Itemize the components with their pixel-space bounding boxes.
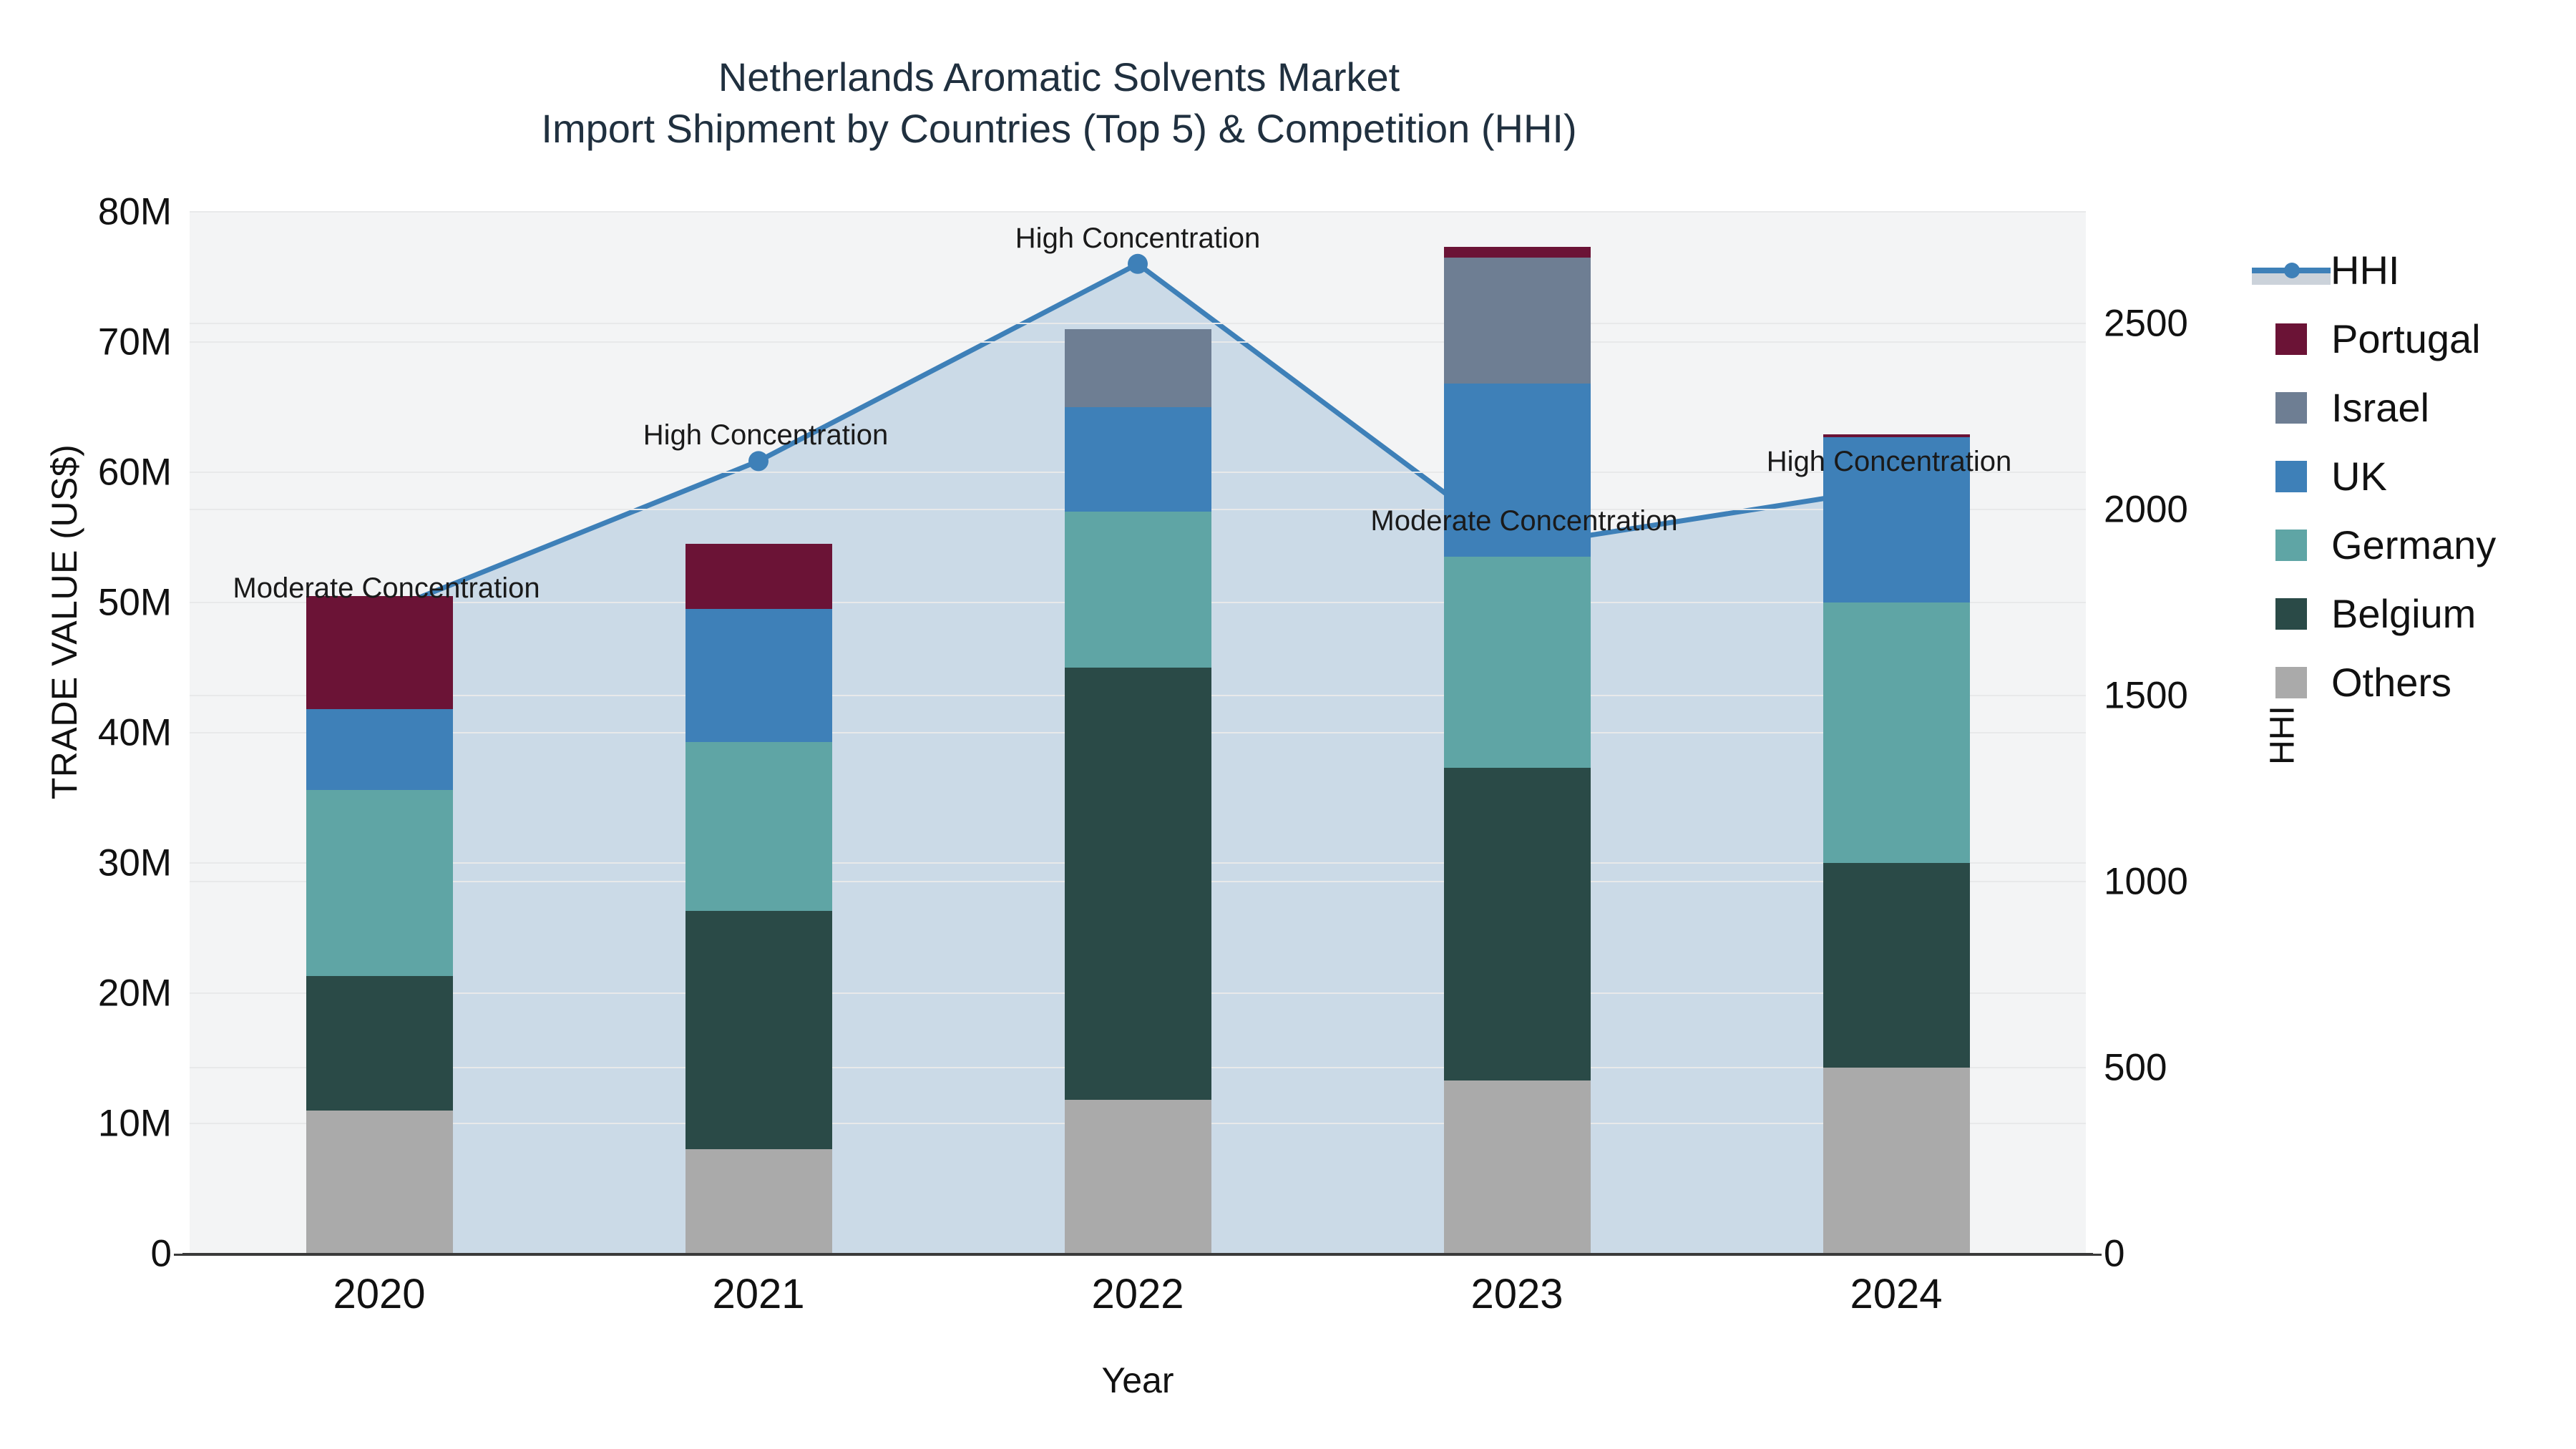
bar-segment-portugal-2024[interactable]	[1823, 434, 1970, 437]
x-axis-tick: 2020	[333, 1271, 426, 1317]
bar-segment-germany-2022[interactable]	[1064, 511, 1211, 668]
bar-segment-israel-2022[interactable]	[1064, 328, 1211, 407]
y-axis-tick-left: 10M	[97, 1102, 172, 1145]
legend-label-israel: Israel	[2331, 385, 2429, 430]
y-axis-tick-left: 70M	[97, 321, 172, 364]
legend-item-portugal[interactable]: Portugal	[2275, 305, 2576, 374]
legend-swatch-israel	[2275, 392, 2307, 424]
bar-segment-uk-2021[interactable]	[685, 609, 832, 742]
y-axis-tick-left: 20M	[97, 972, 172, 1015]
bar-segment-others-2024[interactable]	[1823, 1067, 1970, 1254]
hhi-annotation-2020: Moderate Concentration	[233, 572, 540, 604]
bar-segment-belgium-2021[interactable]	[685, 911, 832, 1150]
y-axis-tick-left: 60M	[97, 451, 172, 494]
y-axis-tick-right: 500	[2104, 1046, 2167, 1089]
gridline-right	[190, 323, 2086, 324]
hhi-annotation-2024: High Concentration	[1766, 445, 2012, 477]
y-axis-tick-left: 50M	[97, 581, 172, 624]
y-axis-tick-right: 2500	[2104, 302, 2188, 345]
bar-segment-portugal-2020[interactable]	[306, 595, 453, 710]
bar-segment-others-2022[interactable]	[1064, 1100, 1211, 1254]
y-axis-tick-left: 30M	[97, 841, 172, 884]
bar-segment-uk-2023[interactable]	[1443, 384, 1591, 557]
legend-swatch-uk	[2275, 461, 2307, 492]
legend-label-uk: UK	[2331, 454, 2387, 499]
hhi-marker-2022[interactable]	[1128, 253, 1148, 274]
hhi-annotation-2022: High Concentration	[1015, 222, 1261, 254]
legend-item-uk[interactable]: UK	[2275, 442, 2576, 511]
bar-segment-uk-2022[interactable]	[1064, 407, 1211, 512]
gridline-left	[190, 211, 2086, 213]
hhi-annotation-2021: High Concentration	[643, 419, 889, 452]
bar-segment-others-2023[interactable]	[1443, 1080, 1591, 1254]
hhi-marker-2021[interactable]	[748, 451, 769, 472]
bar-segment-others-2021[interactable]	[685, 1149, 832, 1254]
chart-title-line-1: Netherlands Aromatic Solvents Market	[718, 54, 1400, 99]
bar-segment-germany-2021[interactable]	[685, 741, 832, 912]
legend-label-belgium: Belgium	[2331, 591, 2477, 636]
y-axis-tick-right: 1500	[2104, 674, 2188, 717]
legend-item-germany[interactable]: Germany	[2275, 511, 2576, 580]
x-axis-label: Year	[1101, 1360, 1174, 1400]
legend-item-others[interactable]: Others	[2275, 648, 2576, 717]
x-axis-tick: 2023	[1470, 1271, 1563, 1317]
bar-segment-others-2020[interactable]	[306, 1110, 453, 1254]
legend-swatch-others	[2275, 667, 2307, 698]
legend-swatch-belgium	[2275, 598, 2307, 630]
plot-area	[190, 211, 2086, 1254]
y-axis-tick-right: 1000	[2104, 860, 2188, 903]
bar-segment-belgium-2024[interactable]	[1823, 863, 1970, 1068]
legend-item-israel[interactable]: Israel	[2275, 374, 2576, 442]
bar-segment-germany-2024[interactable]	[1823, 602, 1970, 863]
hhi-annotation-2023: Moderate Concentration	[1370, 505, 1678, 537]
bar-segment-israel-2023[interactable]	[1443, 257, 1591, 384]
bar-segment-portugal-2023[interactable]	[1443, 247, 1591, 258]
y-axis-tick-left: 0	[150, 1232, 172, 1275]
legend-label-germany: Germany	[2331, 522, 2497, 567]
bar-segment-germany-2023[interactable]	[1443, 557, 1591, 769]
x-axis-tick: 2024	[1850, 1271, 1943, 1317]
legend-swatch-portugal	[2275, 323, 2307, 355]
legend-label-others: Others	[2331, 660, 2452, 705]
legend-item-hhi[interactable]: HHI	[2252, 236, 2576, 305]
bar-segment-germany-2020[interactable]	[306, 790, 453, 977]
legend-item-belgium[interactable]: Belgium	[2275, 580, 2576, 648]
x-axis-line	[182, 1253, 2093, 1256]
y-axis-tick-right: 0	[2104, 1232, 2125, 1275]
x-axis-tick: 2022	[1091, 1271, 1184, 1317]
y-axis-tick-left: 80M	[97, 190, 172, 233]
y-axis-tickmark-left	[174, 1254, 190, 1256]
hhi-line-legend-icon	[2252, 255, 2331, 286]
bar-segment-belgium-2023[interactable]	[1443, 768, 1591, 1080]
y-axis-tick-right: 2000	[2104, 488, 2188, 531]
chart-title-line-2: Import Shipment by Countries (Top 5) & C…	[541, 105, 1577, 151]
bar-segment-uk-2020[interactable]	[306, 709, 453, 791]
y-axis-tickmark-right	[2086, 1254, 2102, 1256]
bar-segment-portugal-2021[interactable]	[685, 544, 832, 610]
hhi-dot-legend-icon	[2284, 263, 2300, 278]
legend-swatch-germany	[2275, 530, 2307, 561]
legend: HHI Portugal Israel UK Germany Belgium Others	[2252, 236, 2576, 717]
bar-segment-uk-2024[interactable]	[1823, 436, 1970, 602]
chart-title: Netherlands Aromatic Solvents Market Imp…	[0, 52, 2118, 154]
legend-label-portugal: Portugal	[2331, 316, 2481, 361]
bar-segment-belgium-2022[interactable]	[1064, 668, 1211, 1101]
x-axis-tick: 2021	[712, 1271, 805, 1317]
y-axis-tick-left: 40M	[97, 711, 172, 754]
hhi-area-legend-icon	[2252, 273, 2331, 285]
legend-label-hhi: HHI	[2331, 248, 2400, 293]
bar-segment-belgium-2020[interactable]	[306, 976, 453, 1111]
